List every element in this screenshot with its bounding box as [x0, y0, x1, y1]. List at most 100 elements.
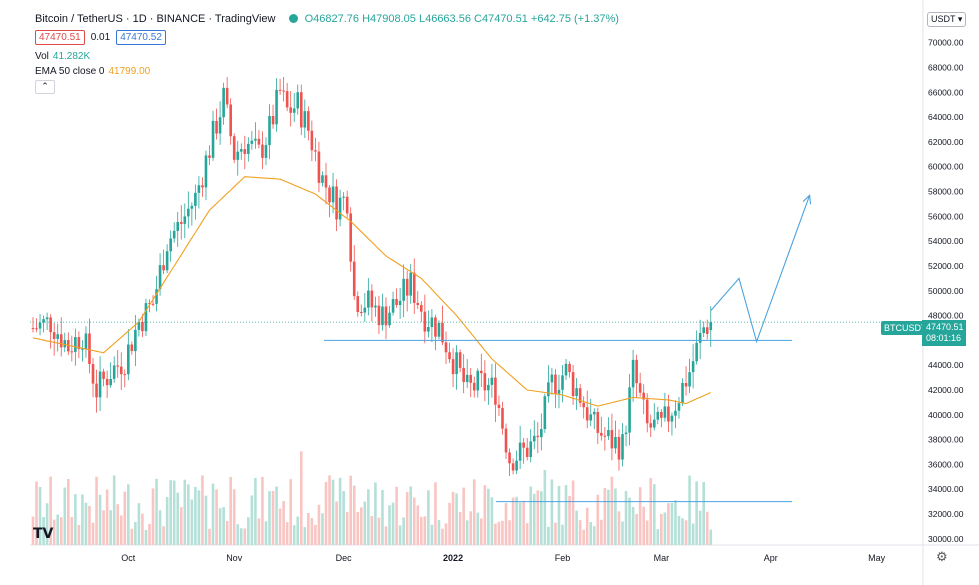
volume-bar [335, 501, 338, 545]
volume-bar [172, 480, 176, 545]
candle-body [695, 342, 698, 362]
candle-body [74, 337, 77, 352]
candle-body [621, 434, 624, 460]
volume-bar [550, 479, 554, 545]
candle-body [356, 296, 360, 313]
volume-bar [123, 491, 127, 545]
candle-body [578, 388, 582, 403]
ema-legend[interactable]: EMA 50 close 0 41799.00 [35, 66, 150, 77]
tradingview-logo[interactable]: TV [33, 526, 54, 542]
volume-bar [511, 497, 515, 545]
projection-path-drawing[interactable] [710, 195, 811, 344]
candle-body [229, 104, 232, 137]
sell-price-button[interactable]: 47470.51 [35, 30, 85, 45]
volume-bar [331, 479, 335, 545]
collapse-legend-button[interactable]: ⌃ [35, 80, 55, 94]
volume-bar [430, 524, 434, 545]
volume-bar [451, 491, 455, 545]
candle-body [571, 372, 575, 397]
volume-bar [540, 491, 543, 545]
x-tick-label: Dec [336, 553, 353, 563]
volume-legend[interactable]: Vol 41.282K [35, 51, 90, 62]
volume-bar [543, 469, 547, 545]
volume-bar [592, 526, 596, 545]
y-tick-label: 32000.00 [928, 509, 964, 519]
candle-body [303, 111, 307, 128]
buy-price-button[interactable]: 47470.52 [116, 30, 166, 45]
volume-bar [232, 489, 236, 545]
candle-body [236, 151, 240, 160]
candle-body [314, 150, 317, 152]
candle-body [190, 205, 194, 209]
candle-body [197, 185, 201, 193]
candle-body [585, 407, 589, 421]
candle-body [52, 332, 56, 339]
y-tick-label: 60000.00 [928, 162, 964, 172]
volume-bar [278, 508, 282, 545]
volume-bar [582, 529, 585, 545]
candle-body [215, 120, 218, 134]
candle-body [275, 89, 278, 125]
candle-body [264, 145, 268, 158]
last-price-label: 47470.51 08:01:16 [922, 320, 966, 346]
candle-body [518, 442, 522, 461]
symbol-title[interactable]: Bitcoin / TetherUS · 1D · BINANCE · Trad… [35, 13, 276, 25]
volume-bar [84, 502, 88, 545]
candle-body [268, 115, 271, 146]
candle-body [187, 208, 190, 217]
volume-bar [384, 526, 388, 545]
candle-body [515, 460, 518, 471]
candle-body [511, 463, 515, 471]
candle-body [667, 406, 670, 422]
ema-line [32, 176, 712, 407]
volume-bar [148, 524, 151, 545]
candle-body [218, 117, 222, 134]
volume-bar [420, 516, 423, 545]
candle-body [349, 213, 352, 262]
volume-bar [441, 528, 444, 545]
candle-body [670, 415, 674, 422]
currency-select[interactable]: USDT ▾ [927, 12, 967, 27]
candle-body [437, 322, 441, 337]
volume-bar [705, 511, 709, 545]
candle-body [183, 216, 187, 224]
volume-bar [536, 490, 540, 545]
volume-bar [165, 496, 169, 545]
candle-body [501, 408, 504, 429]
candle-body [480, 370, 483, 374]
y-tick-label: 58000.00 [928, 187, 964, 197]
volume-bar [95, 476, 98, 545]
candle-body [42, 319, 45, 323]
candle-body [420, 305, 423, 312]
y-tick-label: 52000.00 [928, 261, 964, 271]
volume-bar [275, 486, 278, 545]
candle-body [247, 143, 250, 154]
candle-body [134, 329, 137, 352]
volume-bar [268, 491, 271, 545]
y-tick-label: 42000.00 [928, 385, 964, 395]
candle-body [508, 452, 511, 464]
candle-body [59, 334, 63, 348]
candle-body [225, 87, 229, 105]
candle-body [607, 430, 610, 437]
candle-body [532, 435, 536, 442]
candle-body [582, 402, 585, 408]
candle-body [172, 230, 176, 239]
y-tick-label: 62000.00 [928, 137, 964, 147]
gear-icon[interactable]: ⚙ [936, 549, 948, 564]
candle-body [292, 108, 296, 113]
y-tick-label: 34000.00 [928, 484, 964, 494]
candle-body [490, 377, 494, 385]
candle-body [204, 155, 208, 188]
candle-body [211, 120, 215, 158]
volume-bar [102, 510, 105, 545]
volume-bar [621, 521, 624, 545]
volume-bar [367, 489, 370, 545]
volume-bar [554, 522, 557, 545]
candle-body [328, 187, 331, 203]
candle-body [405, 278, 409, 296]
candle-body [451, 359, 455, 375]
candle-body [261, 144, 264, 158]
candle-body [472, 382, 476, 391]
